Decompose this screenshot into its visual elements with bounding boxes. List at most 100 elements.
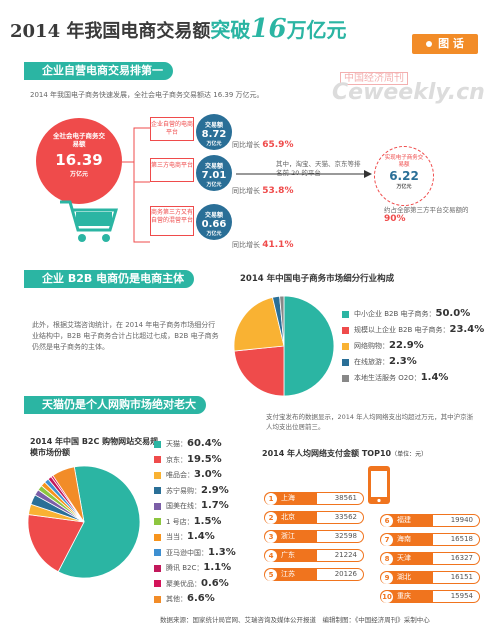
- legend-label: 网络购物：: [354, 342, 389, 350]
- city-row: 8 天津 16327: [380, 552, 480, 565]
- chart1-pie: [233, 295, 335, 397]
- legend-swatch: [154, 533, 161, 541]
- legend-swatch: [342, 310, 349, 318]
- watermark-en: Ceweekly.cn: [332, 80, 485, 105]
- legend-item: 聚美优品：0.6%: [154, 576, 236, 592]
- total-bubble: 全社会电子商务交易额 16.39 万亿元: [36, 118, 122, 204]
- legend-value: 1.4%: [420, 372, 449, 383]
- section1-header: 企业自营电商交易排第一: [24, 62, 173, 80]
- legend-value: 1.7%: [201, 500, 229, 511]
- city-rank: 2: [265, 511, 277, 524]
- legend-value: 2.9%: [201, 484, 229, 496]
- dot-icon: [426, 41, 433, 47]
- city-row: 4 广东 21224: [264, 549, 364, 562]
- legend-item: 唯品会：3.0%: [154, 467, 236, 483]
- section1-text: 2014 年我国电子商务快速发展，全社会电子商务交易额达 16.39 万亿元。: [30, 91, 264, 99]
- legend-item: 网络购物：22.9%: [342, 338, 484, 354]
- legend-value: 22.9%: [389, 340, 424, 351]
- legend-item: 腾讯 B2C：1.1%: [154, 560, 236, 576]
- legend-label: 京东：: [166, 455, 187, 464]
- legend-label: 当当：: [166, 533, 187, 541]
- row2-value: 交易额 7.01 万亿元: [196, 155, 232, 191]
- row1-label: 企业自营的电商平台: [150, 117, 194, 141]
- legend-label: 聚美优品：: [166, 579, 201, 588]
- city-row: 1 上海 38561: [264, 492, 364, 505]
- city-rank: 9: [381, 571, 393, 584]
- bracket-lines: [122, 127, 150, 243]
- city-value: 19940: [433, 515, 479, 526]
- city-value: 16151: [433, 572, 479, 583]
- legend-swatch: [154, 580, 161, 587]
- arrow-line: [236, 170, 372, 178]
- legend-value: 2.3%: [389, 356, 417, 367]
- city-rank: 6: [381, 514, 393, 527]
- city-row: 2 北京 33562: [264, 511, 364, 524]
- legend-label: 国美在线：: [166, 502, 201, 510]
- legend-label: 中小企业 B2B 电子商务：: [354, 310, 436, 318]
- legend-item: 亚马逊中国：1.3%: [154, 545, 236, 561]
- city-name: 湖北: [397, 573, 411, 581]
- legend-label: 在线旅游：: [354, 358, 389, 366]
- legend-value: 3.0%: [194, 469, 222, 480]
- pie-slice: [283, 295, 335, 397]
- city-rank: 1: [265, 492, 277, 505]
- row3-label: 商务第三方又有自营的混营平台: [150, 206, 194, 236]
- city-value: 16518: [433, 534, 479, 545]
- city-value: 16327: [433, 553, 479, 564]
- legend-label: 其他：: [166, 595, 187, 603]
- city-name: 浙江: [281, 532, 295, 540]
- legend-value: 1.1%: [203, 562, 232, 573]
- legend-swatch: [154, 456, 161, 463]
- cart-icon: [60, 200, 119, 242]
- legend-label: 1 号店：: [166, 517, 194, 526]
- legend-item: 天猫：60.4%: [154, 436, 236, 452]
- legend-value: 23.4%: [449, 324, 485, 335]
- legend-item: 京东：19.5%: [154, 452, 236, 468]
- city-name: 福建: [397, 516, 411, 524]
- city-value: 15954: [433, 591, 479, 602]
- chart1-title: 2014 年中国电子商务市场细分行业构成: [240, 274, 395, 284]
- top10-right: 6 福建 19940 7 海南 16518 8 天津 16327 9 湖北 16151 10 重庆 1595…: [380, 514, 480, 609]
- legend-swatch: [154, 549, 161, 556]
- top10-left: 1 上海 38561 2 北京 33562 3 浙江 32598 4 广东 21224 5 江苏 20126: [264, 492, 364, 587]
- legend-label: 亚马逊中国：: [166, 548, 208, 557]
- legend-swatch: [154, 487, 161, 494]
- pie-slice: [279, 295, 285, 347]
- section3-header: 天猫仍是个人网购市场绝对老大: [24, 396, 206, 414]
- city-rank: 10: [381, 590, 393, 603]
- legend-value: 1.4%: [187, 531, 215, 542]
- legend-swatch: [342, 358, 349, 366]
- legend-label: 腾讯 B2C：: [166, 564, 204, 572]
- top20-bubble: 实现电子商务交易额 6.22 万亿元: [374, 146, 434, 206]
- pie-slice: [52, 466, 85, 523]
- legend-value: 6.6%: [187, 593, 215, 604]
- legend-swatch: [154, 595, 161, 603]
- section3-text: 支付宝发布的数据显示，2014 年人均网络支出均超过万元，其中沪京浙人均支出位居…: [266, 413, 474, 431]
- legend-item: 国美在线：1.7%: [154, 498, 236, 514]
- top10-title: 2014 年人均网络支付金额 TOP10（单位：元）: [262, 449, 428, 458]
- legend-label: 唯品会：: [166, 471, 194, 479]
- city-row: 10 重庆 15954: [380, 590, 480, 603]
- legend-swatch: [154, 440, 161, 448]
- legend-swatch: [342, 374, 349, 382]
- legend-item: 苏宁易购：2.9%: [154, 483, 236, 499]
- legend-swatch: [342, 342, 349, 350]
- tuhua-tag: 图 话: [412, 34, 478, 54]
- city-name: 江苏: [281, 570, 295, 578]
- pie-slice: [27, 514, 85, 573]
- city-name: 广东: [281, 551, 295, 559]
- pie-slice: [233, 345, 285, 397]
- row3-growth: 同比增长 41.1%: [232, 240, 294, 250]
- city-rank: 7: [381, 533, 393, 546]
- chart2-pie: [27, 465, 141, 579]
- chart2-title: 2014 年中国 B2C 购物网站交易规模市场份额: [30, 437, 159, 457]
- legend-value: 0.6%: [201, 577, 229, 589]
- legend-item: 本地生活服务 O2O：1.4%: [342, 370, 484, 386]
- top20-text: 其中，淘宝、天猫、京东等排名前 20 的平台: [276, 160, 361, 177]
- city-value: 32598: [317, 531, 363, 542]
- city-row: 9 湖北 16151: [380, 571, 480, 584]
- row2-growth: 同比增长 53.8%: [232, 186, 294, 196]
- row2-label: 第三方电商平台: [150, 158, 194, 182]
- chart2-legend: 天猫：60.4% 京东：19.5% 唯品会：3.0% 苏宁易购：2.9% 国美在线：1.…: [154, 436, 236, 607]
- city-name: 上海: [281, 494, 295, 502]
